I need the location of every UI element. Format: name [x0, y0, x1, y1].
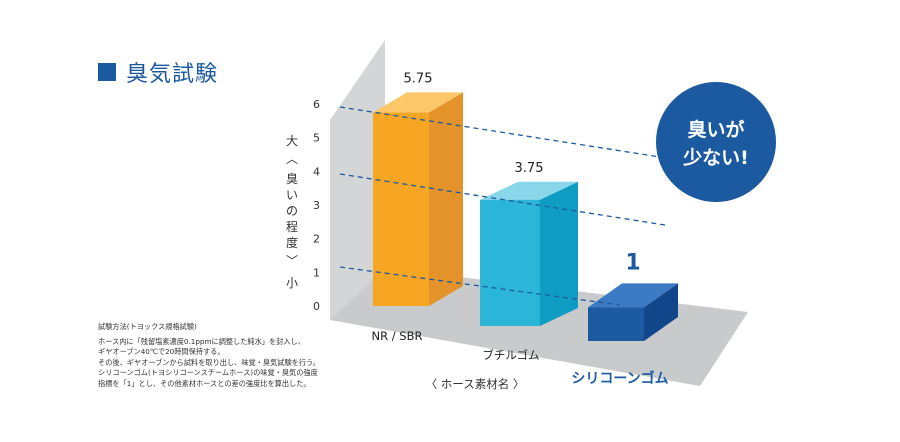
y-tick-label: 6 [313, 98, 320, 111]
method-line: ホース内に「残留塩素濃度0.1ppmに調整した純水」を封入し、 [98, 336, 305, 346]
y-label-char: 大 [286, 134, 298, 148]
method-title: 試験方法(トヨックス規格試験) [98, 322, 197, 331]
y-label-char: 臭 [286, 171, 298, 186]
y-label-char: ﹀ [286, 254, 298, 268]
bars [373, 92, 678, 341]
y-tick-label: 1 [313, 266, 320, 279]
bar-side [540, 181, 578, 326]
bar-front [373, 112, 429, 307]
method-line: 指標を「1」とし、その他素材ホースとの差の強度比を算出した。 [98, 378, 311, 388]
value-labels: 5.75 3.75 1 [404, 71, 641, 275]
bar-2 [588, 283, 678, 341]
y-tick-label: 2 [313, 233, 320, 246]
y-label-char: 度 [286, 235, 298, 250]
bar-front [588, 307, 644, 341]
title-text: 臭気試験 [126, 62, 219, 87]
bar-side [644, 283, 678, 341]
y-label-char: い [286, 188, 298, 202]
bar-1 [480, 181, 578, 326]
y-tick-label: 3 [313, 199, 320, 212]
value-label: 3.75 [515, 161, 544, 176]
bar-0 [373, 92, 463, 307]
value-label: 1 [625, 250, 640, 275]
bar-top [480, 181, 578, 200]
x-axis-label: 〈 ホース素材名 〉 [426, 377, 525, 391]
method-line: シリコーンゴム(トヨシリコーンスチームホース)の味覚・臭気の強度 [98, 368, 318, 377]
bar-top [588, 283, 678, 308]
category-label: シリコーンゴム [571, 370, 668, 387]
method-line: ギヤオーブン40℃で20時間保持する。 [98, 347, 225, 356]
trend-lines [339, 106, 666, 306]
y-tick-label: 4 [313, 165, 320, 178]
method-line: その後、ギヤオーブンから試料を取り出し、味覚・臭気試験を行う。 [98, 357, 320, 367]
category-label: ブチルゴム [482, 348, 539, 362]
y-axis-ticks: 0 1 2 3 4 5 6 [313, 98, 320, 313]
badge-line-1: 臭いが [687, 118, 744, 141]
y-label-char: ︿ [286, 152, 298, 166]
bar-front [480, 199, 540, 326]
page-title: 臭気試験 [98, 56, 218, 88]
test-method-note: 試験方法(トヨックス規格試験) ホース内に「残留塩素濃度0.1ppmに調整した純… [98, 322, 328, 389]
badge-line-2: 少ない! [682, 147, 749, 169]
category-label: NR / SBR [372, 329, 423, 343]
badge-circle [656, 82, 776, 202]
bar-top [373, 92, 463, 113]
y-label-char: 程 [286, 219, 298, 234]
trend-line [339, 266, 621, 306]
y-label-char: の [286, 204, 298, 218]
value-label: 5.75 [404, 71, 433, 86]
y-tick-label: 0 [313, 300, 320, 313]
y-label-char: 小 [286, 276, 298, 290]
badge: 臭いが 少ない! [656, 82, 776, 202]
y-tick-label: 5 [313, 132, 320, 145]
back-wall [330, 40, 385, 320]
trend-line [339, 173, 666, 226]
title-square-icon [98, 63, 116, 81]
bar-side [429, 92, 463, 307]
